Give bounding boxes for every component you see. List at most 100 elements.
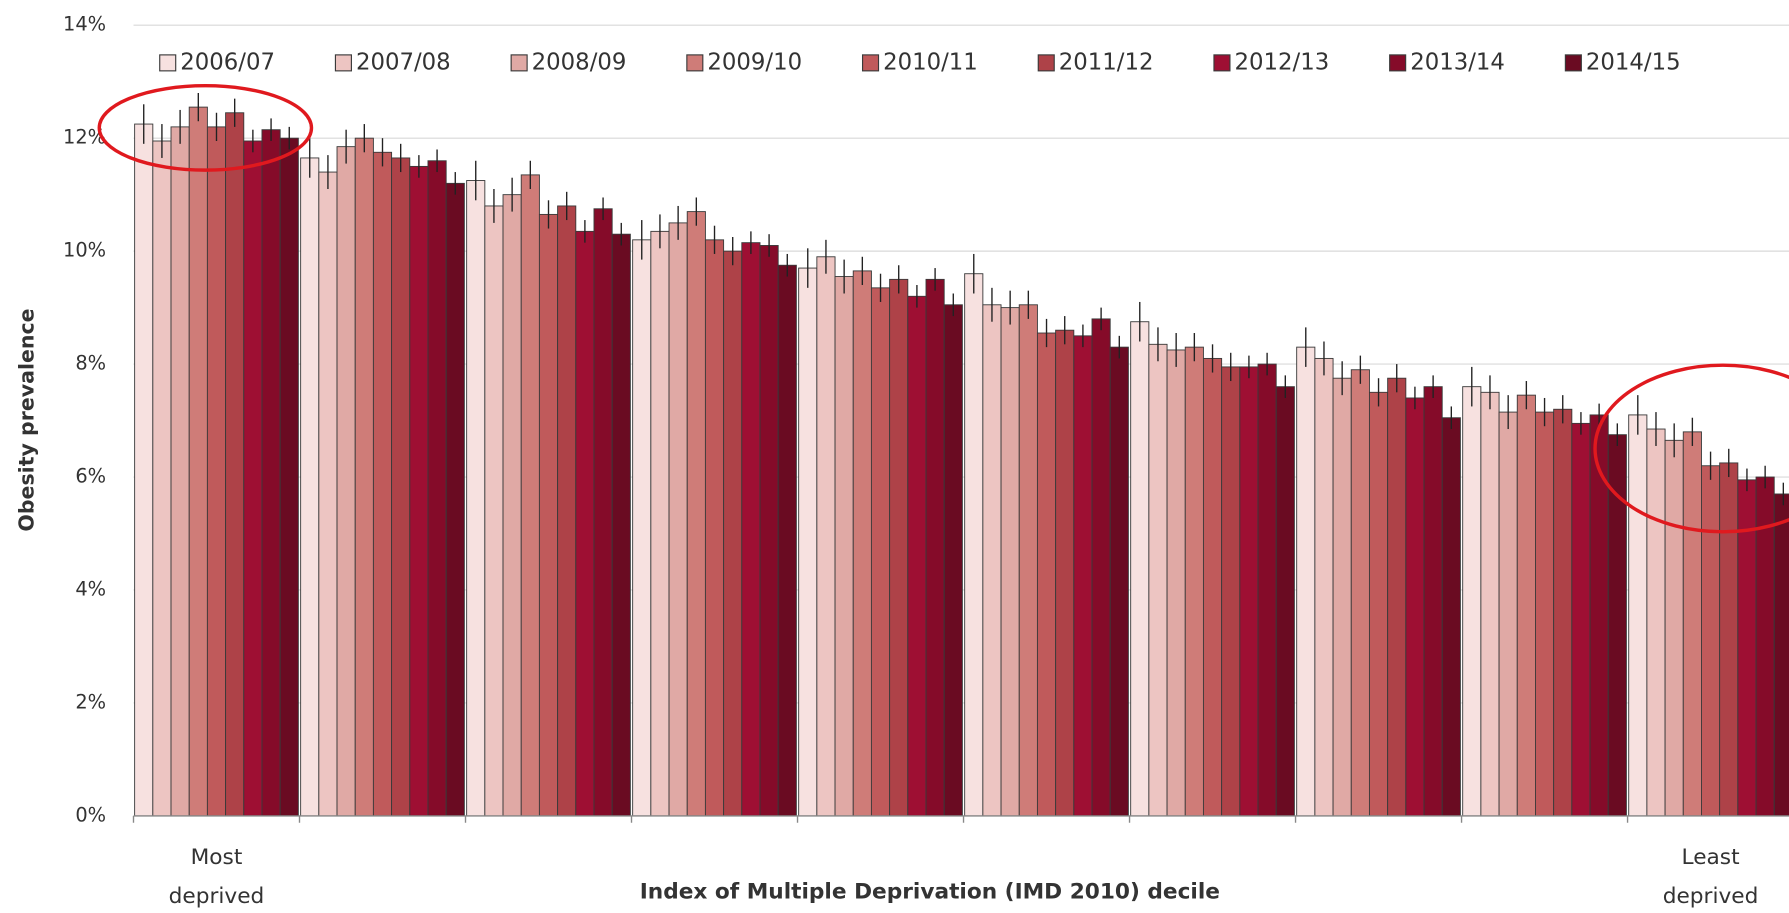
- bar: [466, 180, 486, 817]
- bar: [1166, 349, 1186, 817]
- bar: [1387, 377, 1407, 817]
- y-tick-label: 0%: [75, 803, 106, 826]
- bar: [1719, 462, 1739, 817]
- bar: [538, 213, 559, 817]
- bar: [816, 256, 836, 817]
- bar: [1682, 431, 1702, 817]
- bar: [834, 276, 854, 817]
- bar: [798, 267, 818, 817]
- x-tick-label-line: Most: [191, 845, 243, 870]
- bar: [611, 233, 631, 817]
- bar: [1275, 386, 1295, 817]
- bar: [1773, 493, 1789, 817]
- highlight-circle: [1593, 363, 1789, 534]
- bar: [1184, 346, 1204, 817]
- bar: [188, 106, 208, 817]
- y-tick-label: 4%: [75, 577, 106, 600]
- legend-swatch: [1213, 54, 1231, 72]
- bar: [1441, 417, 1461, 817]
- legend-label: 2007/08: [356, 49, 451, 75]
- legend-label: 2010/11: [883, 49, 978, 75]
- bar: [593, 208, 613, 817]
- bar: [336, 146, 356, 817]
- bar: [668, 222, 688, 817]
- bar: [152, 140, 172, 817]
- bar: [1296, 346, 1316, 817]
- bar: [1350, 369, 1370, 817]
- bar: [1462, 386, 1482, 817]
- bar: [686, 211, 706, 817]
- y-tick-label: 14%: [63, 13, 106, 36]
- legend-swatch: [1389, 54, 1407, 72]
- bar: [134, 123, 154, 817]
- bar: [261, 129, 281, 817]
- bar: [1628, 414, 1648, 817]
- bar: [1423, 386, 1443, 817]
- bar: [354, 137, 374, 817]
- bar: [964, 273, 984, 817]
- bar: [741, 242, 761, 817]
- legend-swatch: [1037, 54, 1055, 72]
- x-tick-label: Least deprived: [1663, 845, 1759, 909]
- x-tick-label-line: Least: [1682, 845, 1740, 870]
- bar: [318, 171, 338, 817]
- bar: [1498, 411, 1518, 817]
- bar: [1701, 465, 1721, 817]
- legend-label: 2011/12: [1059, 49, 1154, 75]
- bar: [907, 295, 927, 817]
- bar: [1109, 346, 1129, 817]
- y-tick-label: 12%: [63, 126, 106, 149]
- bar: [723, 250, 743, 817]
- y-axis-label: Obesity prevalence: [14, 308, 38, 531]
- bar: [225, 112, 245, 817]
- bar: [1571, 422, 1591, 817]
- bar: [1516, 394, 1536, 817]
- bar: [889, 278, 909, 817]
- bar: [1368, 391, 1389, 817]
- legend-swatch: [334, 54, 352, 72]
- legend-label: 2013/14: [1410, 49, 1505, 75]
- bar: [206, 126, 227, 817]
- bar: [982, 304, 1002, 817]
- bar: [650, 230, 670, 817]
- bar: [484, 205, 504, 817]
- y-tick-label: 2%: [75, 690, 106, 713]
- bar: [1073, 335, 1093, 817]
- bar: [1535, 411, 1555, 817]
- bar: [1332, 377, 1352, 817]
- bar: [1055, 329, 1075, 817]
- bar: [427, 160, 447, 817]
- bar: [943, 304, 963, 817]
- legend-swatch: [159, 54, 177, 72]
- bar: [1202, 357, 1223, 817]
- bar: [409, 165, 429, 817]
- legend-swatch: [1564, 54, 1582, 72]
- legend-label: 2014/15: [1586, 49, 1681, 75]
- legend-swatch: [510, 54, 528, 72]
- plot-area: 0% 2% 4% 6% 8% 10% 12% 14% Most deprived Least depr…: [63, 13, 1789, 909]
- bar: [1589, 414, 1609, 817]
- y-tick-label: 8%: [75, 352, 106, 375]
- bar: [777, 264, 797, 817]
- bar: [1664, 439, 1684, 817]
- bar: [1405, 397, 1425, 817]
- bar: [170, 126, 190, 817]
- bar: [372, 151, 393, 817]
- y-tick-label: 6%: [75, 465, 106, 488]
- legend-label: 2012/13: [1235, 49, 1330, 75]
- bar: [1000, 307, 1020, 817]
- legend-label: 2006/07: [180, 49, 275, 75]
- legend-label: 2008/09: [532, 49, 627, 75]
- bar: [1239, 366, 1259, 817]
- bar: [1018, 304, 1038, 817]
- bar: [520, 174, 540, 817]
- bar: [852, 270, 872, 817]
- x-axis-label: Index of Multiple Deprivation (IMD 2010)…: [640, 879, 1220, 904]
- bar: [1314, 357, 1334, 817]
- bar: [1553, 408, 1573, 817]
- bar: [300, 157, 320, 817]
- bar: [759, 245, 779, 817]
- bar: [1221, 366, 1241, 817]
- bar: [1257, 363, 1277, 817]
